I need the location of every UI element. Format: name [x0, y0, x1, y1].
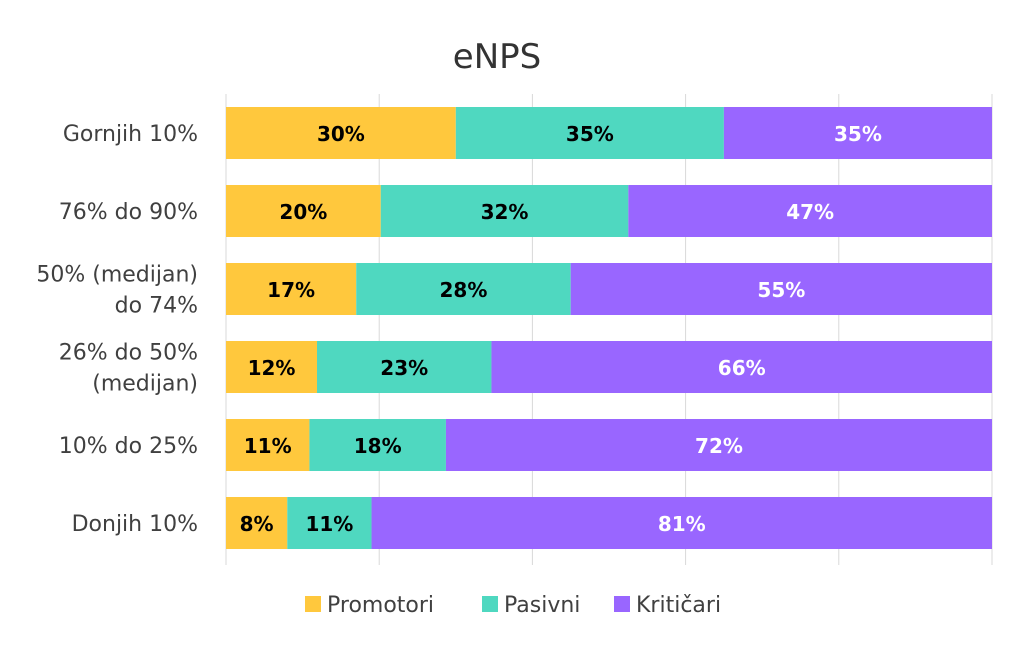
bar-value-label: 81% [658, 512, 706, 536]
category-label: 10% do 25% [59, 434, 198, 459]
bar-segment [226, 419, 310, 471]
bar-segment [287, 497, 372, 549]
bar-value-label: 8% [240, 512, 274, 536]
bar-value-label: 55% [757, 278, 805, 302]
category-label: Donjih 10% [72, 512, 198, 537]
category-label: 76% do 90% [59, 200, 198, 225]
category-label-line: Donjih 10% [72, 512, 198, 537]
legend-label: Kritičari [636, 593, 721, 618]
bar-value-label: 32% [481, 200, 529, 224]
bar-segment [723, 107, 992, 159]
bar-value-label: 35% [566, 122, 614, 146]
bar-segment [356, 263, 571, 315]
category-label-line: 26% do 50% [59, 341, 198, 366]
bar-segment [309, 419, 446, 471]
bar-segment [491, 341, 992, 393]
bar-labels: 30% 35% 35% 20% 32% 47% 17% 28% 55% 12% 23% 66% 11% 1… [240, 122, 882, 536]
bar-value-label: 11% [244, 434, 292, 458]
category-label-line: 76% do 90% [59, 200, 198, 225]
bars [226, 107, 993, 549]
bar-value-label: 66% [718, 356, 766, 380]
bar-segment [226, 341, 318, 393]
bar-segment [226, 107, 456, 159]
bar-segment [570, 263, 992, 315]
legend: Promotori Pasivni Kritičari [305, 593, 721, 618]
bar-value-label: 17% [267, 278, 315, 302]
bar-segment [455, 107, 724, 159]
bar-value-label: 30% [317, 122, 365, 146]
category-label: 26% do 50% (medijan) [59, 341, 198, 397]
category-labels: Gornjih 10% 76% do 90% 50% (medijan) do 74%… [36, 122, 198, 537]
category-label-line: 50% (medijan) [36, 263, 198, 288]
bar-value-label: 72% [695, 434, 743, 458]
bar-segment [371, 497, 992, 549]
bar-segment [226, 497, 288, 549]
category-label-line: Gornjih 10% [63, 122, 198, 147]
legend-swatch [614, 596, 630, 612]
category-label-line: (medijan) [92, 372, 198, 397]
legend-swatch [482, 596, 498, 612]
bar-value-label: 11% [305, 512, 353, 536]
bar-value-label: 23% [380, 356, 428, 380]
bar-segment [445, 419, 993, 471]
bar-segment [226, 263, 357, 315]
bar-value-label: 18% [354, 434, 402, 458]
bar-segment [380, 185, 629, 237]
bar-value-label: 47% [786, 200, 834, 224]
legend-label: Pasivni [504, 593, 580, 618]
bar-segment [628, 185, 992, 237]
bar-value-label: 12% [248, 356, 296, 380]
bar-segment [226, 185, 381, 237]
category-label: Gornjih 10% [63, 122, 198, 147]
gridlines [225, 94, 993, 565]
bar-value-label: 20% [279, 200, 327, 224]
legend-label: Promotori [327, 593, 434, 618]
category-label: 50% (medijan) do 74% [36, 263, 198, 319]
bar-value-label: 28% [440, 278, 488, 302]
category-label-line: do 74% [115, 294, 198, 319]
bar-value-label: 35% [834, 122, 882, 146]
legend-swatch [305, 596, 321, 612]
chart-title: eNPS [453, 37, 541, 77]
bar-segment [317, 341, 492, 393]
category-label-line: 10% do 25% [59, 434, 198, 459]
